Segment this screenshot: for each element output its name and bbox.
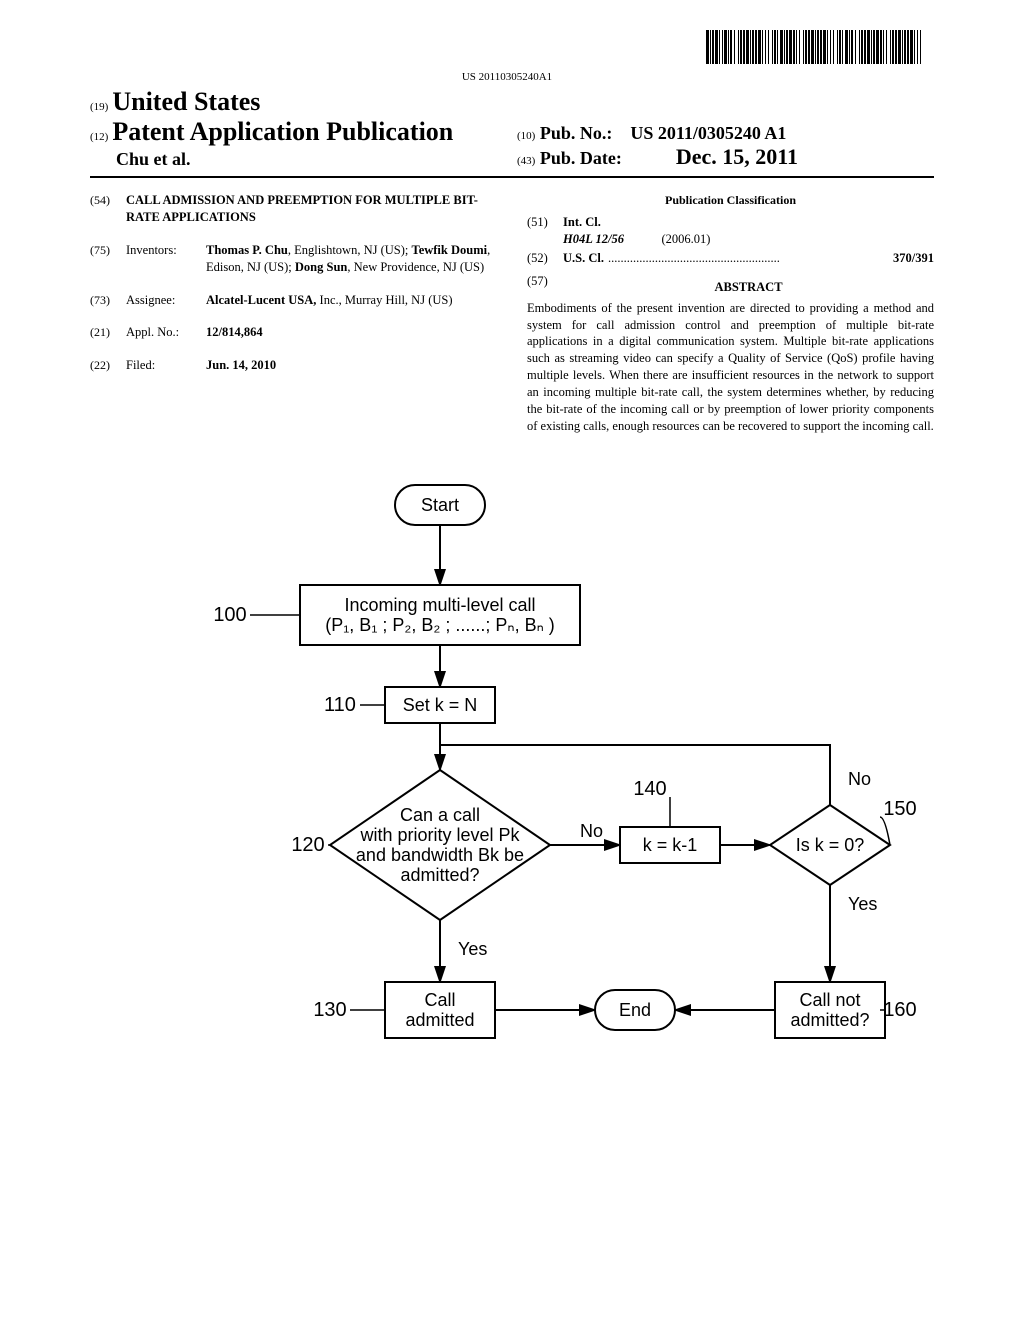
assignee-value: Alcatel-Lucent USA, Inc., Murray Hill, N… <box>206 292 497 309</box>
svg-text:with priority level Pk: with priority level Pk <box>359 825 520 845</box>
svg-text:160: 160 <box>883 999 916 1021</box>
pubno-code: (10) <box>517 130 535 142</box>
svg-text:140: 140 <box>633 778 666 800</box>
svg-text:Incoming multi-level call: Incoming multi-level call <box>344 595 535 615</box>
svg-text:150: 150 <box>883 798 916 820</box>
svg-text:120: 120 <box>291 834 324 856</box>
filed-code: (22) <box>90 357 126 374</box>
pub-type: Patent Application Publication <box>112 117 453 146</box>
flowchart-svg: Yes No Yes No Start Incoming multi-level call… <box>90 465 970 1065</box>
classification-heading: Publication Classification <box>527 192 934 208</box>
pubdate: Dec. 15, 2011 <box>676 144 798 169</box>
applno-label: Appl. No.: <box>126 324 206 341</box>
abstract-heading: ABSTRACT <box>563 279 934 296</box>
applno-code: (21) <box>90 324 126 341</box>
svg-text:130: 130 <box>313 999 346 1021</box>
barcode-text: US 20110305240A1 <box>90 71 924 83</box>
inventors-label: Inventors: <box>126 242 206 276</box>
pubdate-label: Pub. Date: <box>540 148 622 168</box>
svg-text:Yes: Yes <box>458 939 487 959</box>
uscl-code: (52) <box>527 250 563 267</box>
bibliographic-columns: (54) CALL ADMISSION AND PREEMPTION FOR M… <box>90 192 934 435</box>
assignee-code: (73) <box>90 292 126 309</box>
svg-text:admitted?: admitted? <box>790 1010 869 1030</box>
svg-text:Call: Call <box>424 990 455 1010</box>
filed-value: Jun. 14, 2010 <box>206 357 497 374</box>
pub-type-code: (12) <box>90 131 108 143</box>
svg-text:No: No <box>848 769 871 789</box>
barcode-block: US 20110305240A1 <box>90 30 934 83</box>
svg-text:100: 100 <box>213 604 246 626</box>
svg-text:(P₁, B₁ ; P₂, B₂ ; ......; Pₙ,: (P₁, B₁ ; P₂, B₂ ; ......; Pₙ, Bₙ ) <box>325 615 555 635</box>
pubno: US 2011/0305240 A1 <box>630 123 786 143</box>
svg-text:and bandwidth Bk be: and bandwidth Bk be <box>356 845 524 865</box>
intcl-label: Int. Cl. <box>563 214 934 231</box>
svg-text:Can a call: Can a call <box>400 805 480 825</box>
header: (19) United States (12) Patent Applicati… <box>90 87 934 178</box>
intcl-value: H04L 12/56 <box>563 232 624 246</box>
pubno-label: Pub. No.: <box>540 123 613 143</box>
abstract-code: (57) <box>527 273 563 300</box>
svg-text:Set k = N: Set k = N <box>403 695 478 715</box>
svg-text:k = k-1: k = k-1 <box>643 835 698 855</box>
svg-text:110: 110 <box>324 694 356 716</box>
authors-short: Chu et al. <box>90 149 507 170</box>
uscl-dots: ........................................… <box>604 250 893 267</box>
intcl-year: (2006.01) <box>662 232 711 246</box>
svg-text:End: End <box>619 1000 651 1020</box>
uscl-label: U.S. Cl. <box>563 250 604 267</box>
svg-text:admitted: admitted <box>405 1010 474 1030</box>
svg-text:Start: Start <box>421 495 459 515</box>
right-column: Publication Classification (51) Int. Cl.… <box>527 192 934 435</box>
country: United States <box>112 87 260 116</box>
left-column: (54) CALL ADMISSION AND PREEMPTION FOR M… <box>90 192 497 435</box>
pubdate-code: (43) <box>517 155 535 167</box>
barcode <box>706 30 924 69</box>
uscl-value: 370/391 <box>893 250 934 267</box>
title-code: (54) <box>90 192 126 226</box>
country-code: (19) <box>90 101 108 113</box>
svg-text:admitted?: admitted? <box>400 865 479 885</box>
svg-text:Yes: Yes <box>848 894 877 914</box>
intcl-code: (51) <box>527 214 563 248</box>
invention-title: CALL ADMISSION AND PREEMPTION FOR MULTIP… <box>126 192 497 226</box>
svg-text:Is k = 0?: Is k = 0? <box>796 835 865 855</box>
applno-value: 12/814,864 <box>206 324 497 341</box>
assignee-label: Assignee: <box>126 292 206 309</box>
flowchart: Yes No Yes No Start Incoming multi-level call… <box>90 465 934 1070</box>
inventors-value: Thomas P. Chu, Englishtown, NJ (US); Tew… <box>206 242 497 276</box>
svg-text:No: No <box>580 821 603 841</box>
svg-text:Call not: Call not <box>799 990 860 1010</box>
barcode-svg <box>706 30 924 64</box>
filed-label: Filed: <box>126 357 206 374</box>
inventors-code: (75) <box>90 242 126 276</box>
abstract-text: Embodiments of the present invention are… <box>527 300 934 435</box>
